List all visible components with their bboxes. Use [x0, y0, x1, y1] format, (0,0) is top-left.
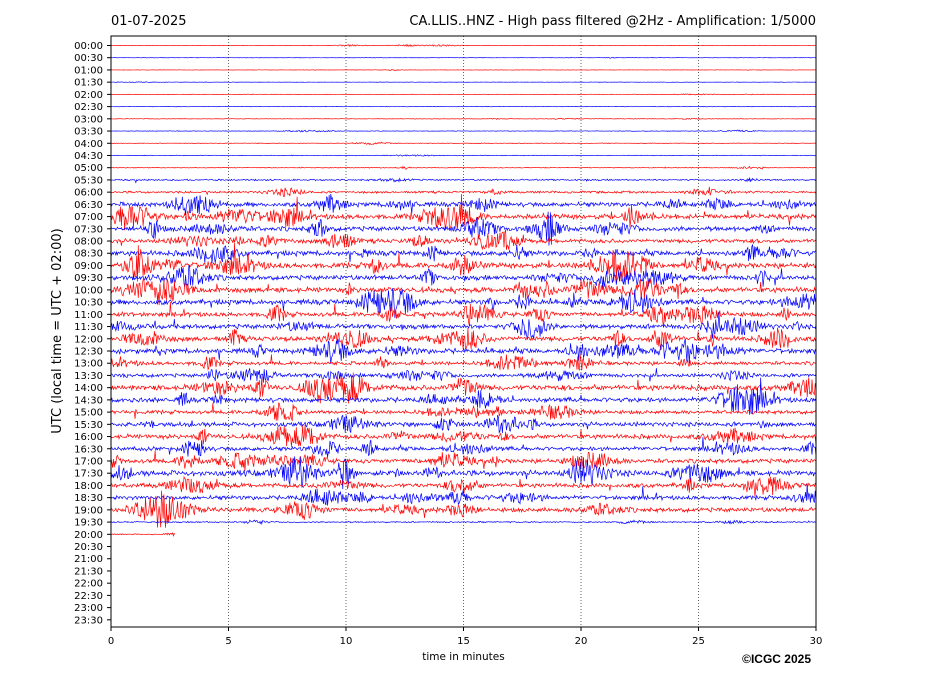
seismic-trace-0330 [110, 129, 817, 133]
y-tick-label: 16:00 [74, 432, 103, 443]
y-tick-label: 22:30 [74, 591, 103, 602]
seismic-trace-1400 [110, 372, 817, 404]
y-tick-label: 05:00 [74, 163, 103, 174]
y-tick-label: 02:00 [74, 90, 103, 101]
x-tick-label: 10 [340, 636, 353, 647]
y-tick-label: 07:30 [74, 224, 103, 235]
chart-title: CA.LLIS..HNZ - High pass filtered @2Hz -… [409, 14, 816, 29]
y-tick-label: 10:00 [74, 285, 103, 296]
seismic-trace-1930 [110, 519, 817, 525]
x-tick-label: 15 [457, 636, 470, 647]
y-tick-label: 02:30 [74, 102, 103, 113]
seismic-trace-1100 [110, 302, 817, 328]
y-tick-label: 22:00 [74, 579, 103, 590]
seismic-trace-1700 [110, 450, 817, 472]
seismic-trace-0200 [110, 93, 817, 96]
seismic-trace-0400 [110, 141, 817, 146]
y-tick-label: 08:30 [74, 249, 103, 260]
y-tick-label: 01:00 [74, 65, 103, 76]
y-tick-label: 04:30 [74, 151, 103, 162]
y-tick-label: 14:30 [74, 395, 103, 406]
y-tick-label: 21:00 [74, 554, 103, 565]
y-tick-label: 06:30 [74, 200, 103, 211]
y-tick-label: 19:00 [74, 505, 103, 516]
y-tick-label: 18:30 [74, 493, 103, 504]
y-axis-label: UTC (local time = UTC + 02:00) [50, 228, 65, 433]
y-tick-label: 13:30 [74, 371, 103, 382]
seismic-trace-0500 [110, 165, 817, 170]
y-tick-label: 13:00 [74, 359, 103, 370]
y-tick-label: 11:00 [74, 310, 103, 321]
seismic-trace-0800 [110, 229, 817, 251]
x-axis: 0 5 10 15 20 25 30 [108, 627, 823, 647]
y-tick-label: 09:30 [74, 273, 103, 284]
y-tick-label: 16:30 [74, 444, 103, 455]
y-tick-label: 14:00 [74, 383, 103, 394]
y-tick-label: 00:30 [74, 53, 103, 64]
y-tick-label: 11:30 [74, 322, 103, 333]
y-tick-label: 09:00 [74, 261, 103, 272]
plot-frame [110, 35, 817, 628]
y-tick-label: 07:00 [74, 212, 103, 223]
grid-layer [228, 36, 699, 627]
seismic-trace-0300 [110, 117, 817, 120]
y-tick-label: 21:30 [74, 566, 103, 577]
y-tick-label: 01:30 [74, 78, 103, 89]
seismic-trace-1630 [110, 437, 817, 458]
y-tick-label: 20:30 [74, 542, 103, 553]
y-tick-label: 18:00 [74, 481, 103, 492]
x-tick-label: 0 [108, 636, 114, 647]
seismic-trace-0430 [110, 154, 817, 157]
y-tick-label: 04:00 [74, 139, 103, 150]
x-axis-label: time in minutes [422, 651, 504, 663]
seismic-trace-1800 [110, 475, 817, 498]
y-tick-label: 05:30 [74, 175, 103, 186]
y-tick-label: 06:00 [74, 188, 103, 199]
seismic-trace-1830 [110, 483, 817, 506]
y-tick-label: 19:30 [74, 518, 103, 529]
chart-date: 01-07-2025 [111, 14, 187, 29]
y-tick-label: 12:00 [74, 334, 103, 345]
y-tick-label: 03:30 [74, 127, 103, 138]
y-tick-label: 17:30 [74, 469, 103, 480]
y-tick-label: 08:00 [74, 237, 103, 248]
seismic-trace-2000 [110, 531, 175, 537]
y-tick-label: 12:30 [74, 347, 103, 358]
seismic-trace-0130 [110, 81, 817, 83]
copyright-notice: ©ICGC 2025 [742, 652, 811, 666]
y-tick-label: 23:00 [74, 603, 103, 614]
seismic-trace-0100 [110, 69, 817, 72]
x-tick-label: 25 [692, 636, 705, 647]
x-tick-label: 5 [225, 636, 231, 647]
seismic-trace-1300 [110, 354, 817, 371]
y-tick-label: 00:00 [74, 41, 103, 52]
y-tick-label: 17:00 [74, 456, 103, 467]
y-tick-label: 23:30 [74, 615, 103, 626]
y-tick-label: 15:30 [74, 420, 103, 431]
x-tick-label: 30 [810, 636, 823, 647]
y-tick-label: 15:00 [74, 408, 103, 419]
y-tick-label: 10:30 [74, 298, 103, 309]
seismic-trace-0230 [110, 105, 817, 108]
x-tick-label: 20 [575, 636, 588, 647]
y-tick-label: 03:00 [74, 114, 103, 125]
y-tick-label: 20:00 [74, 530, 103, 541]
